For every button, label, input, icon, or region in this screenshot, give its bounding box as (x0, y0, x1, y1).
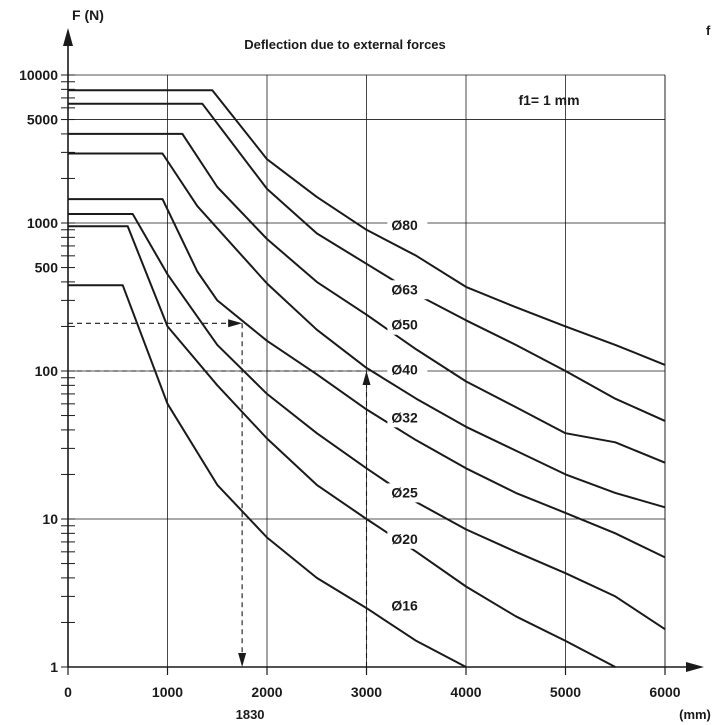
y-tick-label: 500 (35, 260, 59, 276)
series-label-bg (387, 315, 428, 335)
series-label-bg (387, 280, 428, 300)
y-tick-label: 1000 (27, 215, 58, 231)
x-tick-label: 3000 (351, 684, 382, 700)
axes (63, 28, 704, 672)
chart-title: Deflection due to external forces (244, 37, 446, 52)
series-line-80 (68, 89, 666, 366)
x-axis-arrow-icon (686, 662, 704, 672)
series-label: Ø16 (391, 598, 418, 614)
series-label: Ø80 (391, 217, 418, 233)
deflection-annotation: f1= 1 mm (518, 92, 579, 108)
series-label: Ø32 (391, 409, 418, 425)
y-tick-label: 100 (35, 363, 59, 379)
example-force-arrow-icon (228, 319, 243, 328)
x-tick-label: 6000 (649, 684, 680, 700)
y-tick-labels: 1 10 100 500 1000 5000 10000 (19, 67, 58, 675)
y-axis-title: F (N) (72, 7, 104, 23)
series-label: Ø50 (391, 317, 418, 333)
x-tick-label: 1000 (152, 684, 183, 700)
example-rise-arrow-icon (362, 371, 371, 385)
y-tick-label: 10000 (19, 67, 58, 83)
series-line-40 (68, 152, 666, 509)
example-drop-arrow-icon (238, 653, 247, 667)
x-tick-label: 0 (64, 684, 72, 700)
y-tick-label: 10 (42, 511, 58, 527)
y-axis-arrow-icon (63, 28, 73, 46)
series-label: Ø40 (391, 361, 418, 377)
series-line-20 (68, 225, 616, 668)
series-label-bg (387, 483, 428, 503)
series-label: Ø20 (391, 531, 418, 547)
corner-label: f (706, 23, 711, 38)
series-line-25 (68, 213, 666, 631)
series-label-bg (387, 529, 428, 549)
series-line-16 (68, 284, 467, 668)
series-line-32 (68, 198, 666, 559)
x-axis-title: (mm) (679, 707, 711, 722)
y-tick-label: 1 (50, 659, 58, 675)
series-label-bg (387, 360, 428, 380)
x-tick-label: 5000 (550, 684, 581, 700)
y-tick-label: 5000 (27, 112, 58, 128)
example-guide-lines (68, 319, 371, 667)
chart-labels: F (N) Deflection due to external forces … (72, 7, 711, 722)
series-labels: Ø80 Ø63 Ø50 Ø40 Ø32 Ø25 Ø20 Ø16 (387, 215, 428, 616)
series-label: Ø63 (391, 281, 418, 297)
series-label-bg (387, 215, 428, 235)
series-label-bg (387, 596, 428, 616)
series-label-bg (387, 408, 428, 428)
x-tick-labels: 0 1000 2000 3000 4000 5000 6000 (64, 684, 681, 700)
x-tick-label: 2000 (251, 684, 282, 700)
example-x-label: 1830 (236, 707, 265, 722)
series-label: Ø25 (391, 484, 418, 500)
x-tick-label: 4000 (450, 684, 481, 700)
